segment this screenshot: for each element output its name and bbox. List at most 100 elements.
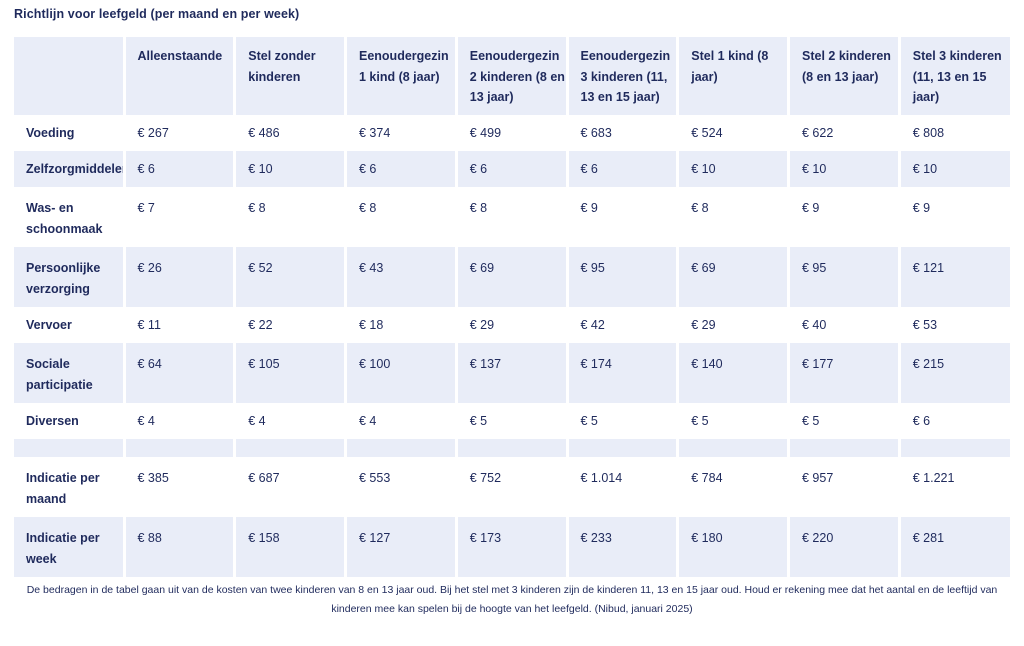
table-cell: € 10 [234, 151, 347, 187]
table-cell: € 173 [456, 517, 569, 577]
table-cell: € 683 [567, 115, 680, 151]
table-title: Richtlijn voor leefgeld (per maand en pe… [14, 7, 300, 21]
table-cell: € 6 [124, 151, 237, 187]
table-cell: € 177 [788, 343, 901, 403]
table-row: Vervoer € 11 € 22 € 18 € 29 € 42 € 29 € … [14, 307, 1010, 343]
leefgeld-table: Alleenstaande Stel zonder kinderen Eenou… [14, 37, 1010, 577]
table-cell: € 8 [456, 187, 569, 247]
table-cell: € 6 [567, 151, 680, 187]
table-cell: € 687 [234, 457, 347, 517]
table-row: Voeding € 267 € 486 € 374 € 499 € 683 € … [14, 115, 1010, 151]
row-label: Voeding [14, 115, 126, 151]
table-cell: € 4 [345, 403, 458, 439]
table-cell: € 215 [899, 343, 1010, 403]
row-label: Persoonlijke verzorging [14, 247, 126, 307]
table-cell: € 553 [345, 457, 458, 517]
table-cell: € 69 [677, 247, 790, 307]
table-cell: € 4 [124, 403, 237, 439]
table-cell: € 784 [677, 457, 790, 517]
table-cell: € 140 [677, 343, 790, 403]
table-cell: € 95 [788, 247, 901, 307]
table-cell: € 10 [788, 151, 901, 187]
table-cell: € 499 [456, 115, 569, 151]
table-cell: € 9 [788, 187, 901, 247]
table-cell: € 105 [234, 343, 347, 403]
row-label: Indicatie per maand [14, 457, 126, 517]
column-header [14, 37, 126, 115]
table-cell: € 127 [345, 517, 458, 577]
table-cell: € 5 [788, 403, 901, 439]
table-cell: € 8 [345, 187, 458, 247]
table-cell: € 486 [234, 115, 347, 151]
table-cell: € 174 [567, 343, 680, 403]
spacer-row [14, 439, 1010, 457]
table-cell: € 29 [456, 307, 569, 343]
column-header: Stel 3 kinderen (11, 13 en 15 jaar) [899, 37, 1010, 115]
table-cell: € 26 [124, 247, 237, 307]
table-cell: € 267 [124, 115, 237, 151]
table-cell: € 10 [899, 151, 1010, 187]
table-cell: € 9 [899, 187, 1010, 247]
table-cell: € 137 [456, 343, 569, 403]
table-cell: € 281 [899, 517, 1010, 577]
table-cell: € 6 [456, 151, 569, 187]
table-cell: € 158 [234, 517, 347, 577]
table-cell: € 52 [234, 247, 347, 307]
table-cell: € 69 [456, 247, 569, 307]
table-cell: € 385 [124, 457, 237, 517]
header-row: Alleenstaande Stel zonder kinderen Eenou… [14, 37, 1010, 115]
table-cell: € 233 [567, 517, 680, 577]
table-row: Zelfzorgmiddelen € 6 € 10 € 6 € 6 € 6 € … [14, 151, 1010, 187]
table-cell: € 524 [677, 115, 790, 151]
table-cell: € 43 [345, 247, 458, 307]
table-row: Persoonlijke verzorging € 26 € 52 € 43 €… [14, 247, 1010, 307]
row-label: Diversen [14, 403, 126, 439]
table-cell: € 180 [677, 517, 790, 577]
table-cell: € 808 [899, 115, 1010, 151]
row-label: Zelfzorgmiddelen [14, 151, 126, 187]
table-row: Indicatie per week € 88 € 158 € 127 € 17… [14, 517, 1010, 577]
table-cell: € 95 [567, 247, 680, 307]
table-cell: € 7 [124, 187, 237, 247]
table-cell: € 64 [124, 343, 237, 403]
row-label: Indicatie per week [14, 517, 126, 577]
table-cell: € 29 [677, 307, 790, 343]
table-cell: € 5 [677, 403, 790, 439]
table-cell: € 100 [345, 343, 458, 403]
table-cell: € 4 [234, 403, 347, 439]
table-cell: € 8 [677, 187, 790, 247]
table-cell: € 53 [899, 307, 1010, 343]
footnote: De bedragen in de tabel gaan uit van de … [26, 584, 998, 615]
row-label: Sociale participatie [14, 343, 126, 403]
table-cell: € 6 [899, 403, 1010, 439]
table-cell: € 1.014 [567, 457, 680, 517]
column-header: Stel 1 kind (8 jaar) [677, 37, 790, 115]
table-cell: € 1.221 [899, 457, 1010, 517]
table-cell: € 5 [567, 403, 680, 439]
table-cell: € 5 [456, 403, 569, 439]
table-cell: € 121 [899, 247, 1010, 307]
column-header: Eenoudergezin 3 kinderen (11, 13 en 15 j… [567, 37, 680, 115]
table-cell: € 11 [124, 307, 237, 343]
table-cell: € 220 [788, 517, 901, 577]
column-header: Stel 2 kinderen (8 en 13 jaar) [788, 37, 901, 115]
table-row: Indicatie per maand € 385 € 687 € 553 € … [14, 457, 1010, 517]
row-label: Vervoer [14, 307, 126, 343]
table-cell: € 622 [788, 115, 901, 151]
row-label: Was- en schoonmaak [14, 187, 126, 247]
column-header: Eenoudergezin 1 kind (8 jaar) [345, 37, 458, 115]
column-header: Stel zonder kinderen [234, 37, 347, 115]
table-cell: € 6 [345, 151, 458, 187]
table-cell: € 957 [788, 457, 901, 517]
table-cell: € 9 [567, 187, 680, 247]
table-cell: € 40 [788, 307, 901, 343]
table-row: Was- en schoonmaak € 7 € 8 € 8 € 8 € 9 €… [14, 187, 1010, 247]
table-cell: € 10 [677, 151, 790, 187]
table-cell: € 8 [234, 187, 347, 247]
table-cell: € 22 [234, 307, 347, 343]
table-cell: € 42 [567, 307, 680, 343]
column-header: Eenoudergezin 2 kinderen (8 en 13 jaar) [456, 37, 569, 115]
table-cell: € 374 [345, 115, 458, 151]
table-cell: € 752 [456, 457, 569, 517]
table-cell: € 18 [345, 307, 458, 343]
